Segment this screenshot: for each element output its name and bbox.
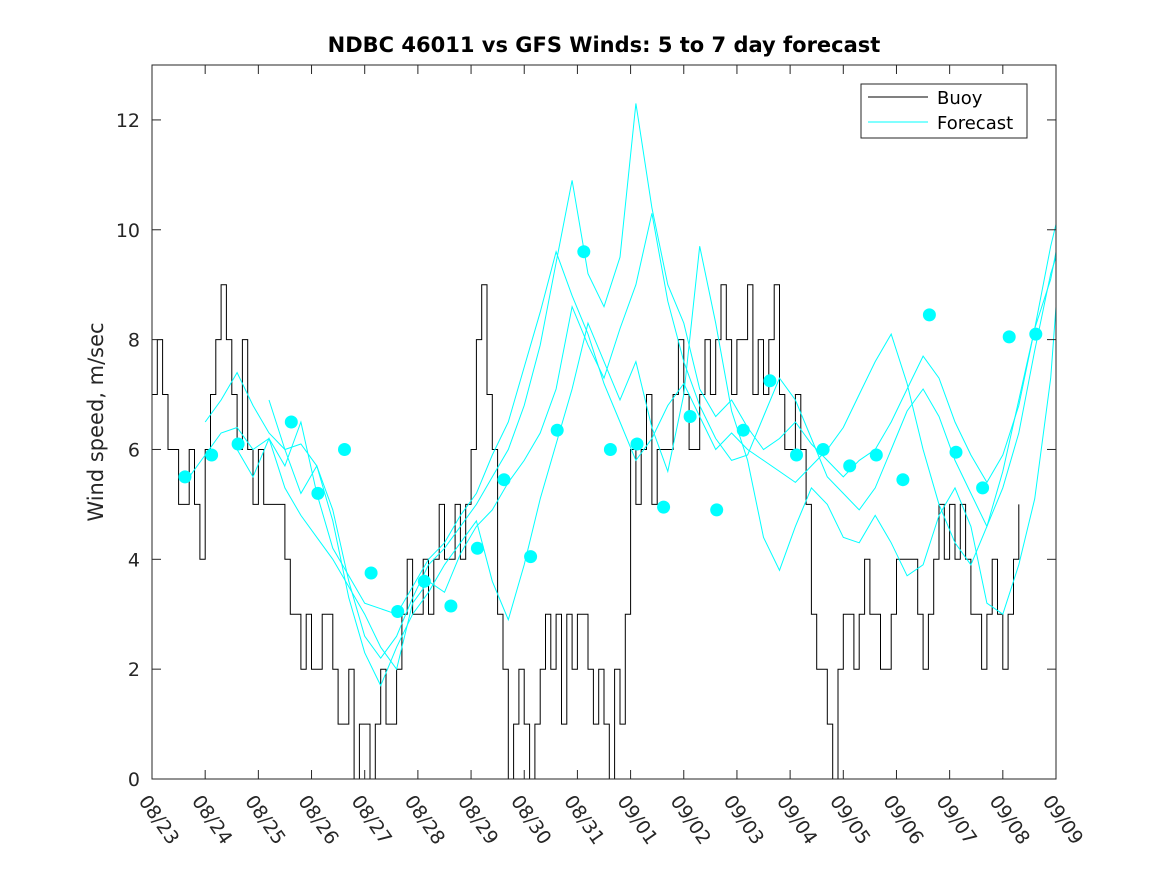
forecast-marker	[922, 308, 936, 322]
legend-buoy-label: Buoy	[937, 88, 983, 109]
forecast-marker	[391, 605, 405, 618]
forecast-marker	[869, 448, 883, 462]
forecast-line-2	[204, 103, 1057, 660]
forecast-marker	[683, 410, 697, 423]
y-tick-label: 0	[128, 769, 140, 791]
forecast-marker	[231, 437, 245, 451]
forecast-line-1	[188, 250, 1057, 615]
forecast-marker-layer	[178, 245, 1043, 618]
y-axis-label: Wind speed, m/sec	[84, 322, 108, 521]
forecast-marker	[497, 473, 511, 487]
forecast-line-3	[236, 213, 1057, 671]
forecast-marker	[1002, 330, 1016, 344]
legend: Buoy Forecast	[860, 83, 1028, 139]
y-tick-label: 8	[128, 330, 140, 352]
forecast-marker	[736, 423, 750, 437]
axes-box	[151, 64, 1057, 780]
forecast-marker	[816, 443, 830, 456]
legend-box	[860, 83, 1028, 139]
forecast-marker	[843, 459, 857, 473]
y-tick-label: 12	[116, 110, 140, 132]
y-tick-label: 10	[116, 220, 140, 242]
forecast-series-layer	[188, 103, 1057, 687]
forecast-marker	[470, 541, 484, 555]
forecast-marker	[710, 503, 724, 517]
chart-title: NDBC 46011 vs GFS Winds: 5 to 7 day fore…	[328, 33, 881, 57]
forecast-marker	[417, 574, 431, 588]
forecast-marker	[284, 415, 298, 429]
forecast-marker	[630, 437, 644, 451]
forecast-marker	[364, 566, 378, 580]
forecast-line-4	[268, 246, 1057, 687]
forecast-marker	[603, 443, 617, 456]
forecast-marker	[311, 486, 325, 500]
y-axis-ticks: 0 2 4 6 8 10 12	[116, 110, 1056, 791]
forecast-marker	[577, 245, 591, 259]
forecast-marker	[178, 470, 192, 484]
forecast-marker	[976, 481, 990, 495]
plot-area	[152, 65, 1056, 779]
forecast-marker	[949, 445, 963, 459]
forecast-marker	[444, 599, 458, 613]
forecast-marker	[790, 448, 803, 462]
forecast-marker	[205, 448, 219, 462]
forecast-marker	[550, 423, 564, 437]
y-tick-label: 6	[128, 439, 140, 461]
buoy-series-layer	[152, 284, 1020, 780]
y-tick-label: 4	[128, 549, 140, 571]
legend-forecast-label: Forecast	[937, 113, 1013, 134]
forecast-marker	[657, 500, 671, 514]
forecast-marker	[1029, 327, 1043, 341]
forecast-marker	[763, 374, 777, 388]
forecast-marker	[896, 473, 910, 487]
y-tick-label: 2	[128, 659, 140, 681]
forecast-marker	[338, 443, 351, 456]
buoy-line	[152, 284, 1020, 780]
forecast-marker	[524, 550, 538, 564]
